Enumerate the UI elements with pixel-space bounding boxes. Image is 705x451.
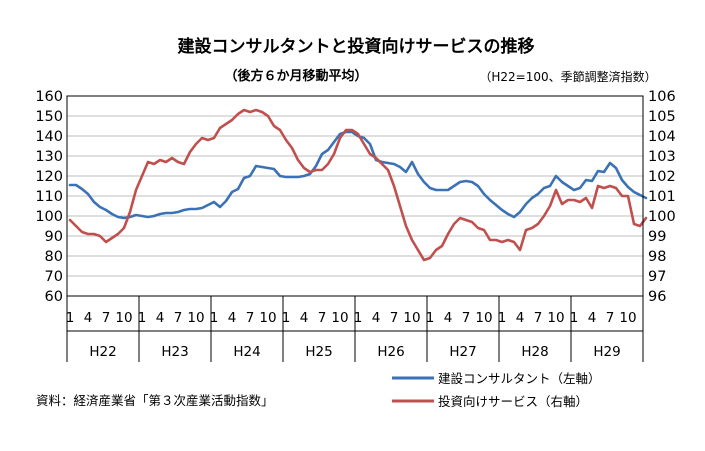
- right-tick-label: 105: [648, 109, 676, 125]
- month-tick-label: 4: [444, 310, 453, 326]
- year-label: H24: [233, 344, 260, 360]
- year-label: H22: [89, 344, 116, 360]
- month-tick-label: 7: [462, 310, 471, 326]
- month-tick-label: 1: [570, 310, 579, 326]
- month-tick-label: 4: [588, 310, 597, 326]
- right-tick-label: 97: [648, 269, 666, 285]
- month-tick-label: 1: [498, 310, 507, 326]
- legend-label-investment: 投資向けサービス（右軸）: [438, 394, 588, 409]
- month-tick-label: 10: [331, 310, 348, 326]
- right-tick-label: 98: [648, 249, 666, 265]
- right-tick-label: 104: [648, 129, 676, 145]
- month-tick-label: 4: [372, 310, 381, 326]
- series-lines: [68, 108, 648, 262]
- left-tick-label: 60: [45, 289, 63, 305]
- right-tick-label: 101: [648, 189, 676, 205]
- month-tick-label: 10: [403, 310, 420, 326]
- year-label: H26: [377, 344, 404, 360]
- left-tick-label: 120: [35, 169, 63, 185]
- month-tick-label: 7: [174, 310, 183, 326]
- month-tick-label: 1: [282, 310, 291, 326]
- right-tick-label: 106: [648, 89, 676, 105]
- left-tick-label: 90: [45, 229, 63, 245]
- year-label: H28: [521, 344, 548, 360]
- right-tick-label: 99: [648, 229, 666, 245]
- right-tick-label: 96: [648, 289, 666, 305]
- left-tick-label: 80: [45, 249, 63, 265]
- year-label: H23: [161, 344, 188, 360]
- month-tick-label: 7: [318, 310, 327, 326]
- right-tick-label: 100: [648, 209, 676, 225]
- left-tick-label: 70: [45, 269, 63, 285]
- month-tick-label: 10: [187, 310, 204, 326]
- month-tick-label: 7: [390, 310, 399, 326]
- month-tick-label: 7: [102, 310, 111, 326]
- right-tick-label: 103: [648, 149, 676, 165]
- month-tick-label: 1: [210, 310, 219, 326]
- month-tick-label: 10: [259, 310, 276, 326]
- right-axis-ticks: 106 105 104 103 102 101 100 99 98 97 96: [648, 89, 676, 305]
- month-tick-label: 4: [516, 310, 525, 326]
- month-tick-label: 7: [246, 310, 255, 326]
- chart-title: 建設コンサルタントと投資向けサービスの推移: [178, 36, 535, 57]
- series-line-investment: [68, 108, 648, 262]
- month-tick-label: 4: [156, 310, 165, 326]
- month-tick-label: 1: [426, 310, 435, 326]
- month-tick-label: 7: [606, 310, 615, 326]
- year-label: H25: [305, 344, 332, 360]
- left-tick-label: 100: [35, 209, 63, 225]
- month-tick-label: 10: [115, 310, 132, 326]
- month-tick-label: 10: [619, 310, 636, 326]
- month-tick-label: 10: [547, 310, 564, 326]
- month-tick-label: 1: [138, 310, 147, 326]
- month-tick-label: 4: [84, 310, 93, 326]
- left-tick-label: 160: [35, 89, 63, 105]
- month-tick-label: 7: [534, 310, 543, 326]
- plot-area-border: [66, 95, 644, 297]
- year-label: H29: [593, 344, 620, 360]
- left-tick-label: 140: [35, 129, 63, 145]
- month-tick-label: 1: [354, 310, 363, 326]
- year-label: H27: [449, 344, 476, 360]
- left-tick-label: 130: [35, 149, 63, 165]
- month-tick-label: 10: [475, 310, 492, 326]
- legend-label-construction: 建設コンサルタント（左軸）: [438, 371, 601, 386]
- chart-subtitle: （後方６か月移動平均）: [224, 68, 367, 84]
- source-note: 資料：経済産業省「第３次産業活動指数」: [36, 393, 274, 408]
- chart-note: （H22=100、季節調整済指数）: [479, 69, 656, 84]
- left-tick-label: 110: [35, 189, 63, 205]
- month-tick-label: 4: [300, 310, 309, 326]
- month-tick-label: 4: [228, 310, 237, 326]
- left-tick-label: 150: [35, 109, 63, 125]
- left-axis-ticks: 160 150 140 130 120 110 100 90 80 70 60: [35, 89, 63, 305]
- series-line-construction: [68, 130, 648, 220]
- legend: 建設コンサルタント（左軸） 投資向けサービス（右軸）: [392, 371, 601, 409]
- gridlines: [67, 115, 643, 277]
- right-tick-label: 102: [648, 169, 676, 185]
- month-tick-label: 1: [66, 310, 75, 326]
